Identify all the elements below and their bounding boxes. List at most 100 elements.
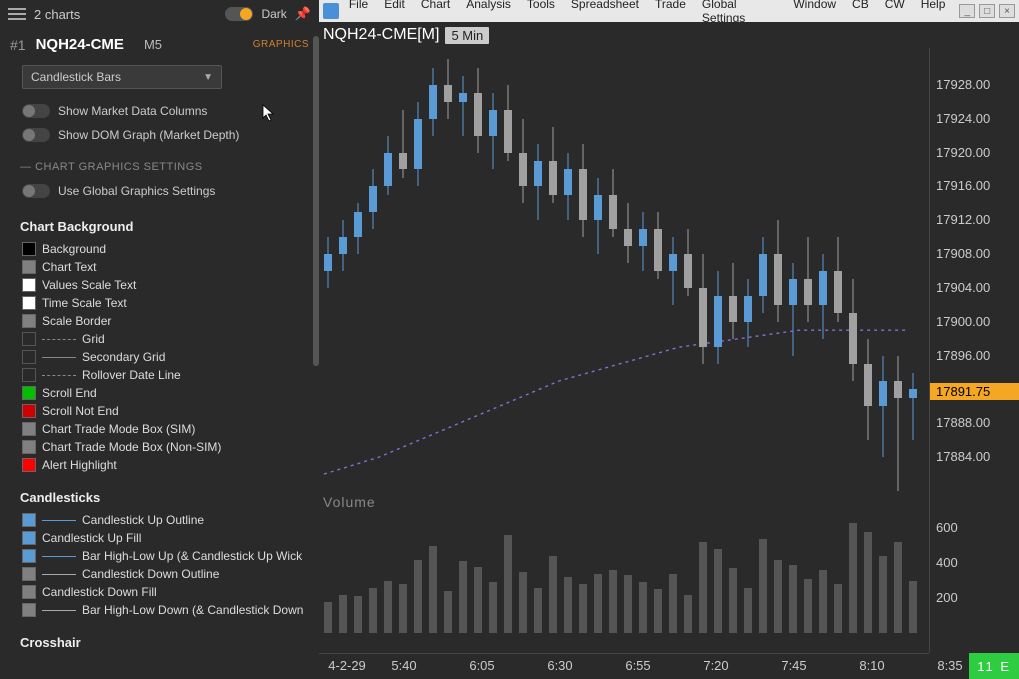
color-swatch[interactable] [22, 567, 36, 581]
volume-bar [369, 588, 377, 634]
volume-bar [534, 588, 542, 634]
color-setting-row[interactable]: Chart Trade Mode Box (SIM) [22, 420, 309, 438]
color-label: Scroll Not End [42, 404, 119, 418]
app-icon[interactable] [323, 3, 339, 19]
color-setting-row[interactable]: Bar High-Low Up (& Candlestick Up Wick [22, 547, 309, 565]
color-swatch[interactable] [22, 278, 36, 292]
color-swatch[interactable] [22, 386, 36, 400]
time-tick: 7:20 [703, 658, 728, 673]
color-setting-row[interactable]: Scale Border [22, 312, 309, 330]
color-label: Chart Text [42, 260, 96, 274]
color-swatch[interactable] [22, 368, 36, 382]
sidebar-body: Candlestick Bars ▼ Show Market Data Colu… [0, 61, 319, 666]
chart-symbol: NQH24-CME [36, 36, 124, 53]
color-setting-row[interactable]: Candlestick Up Fill [22, 529, 309, 547]
color-label: Grid [82, 332, 105, 346]
bar-type-select[interactable]: Candlestick Bars ▼ [22, 65, 222, 89]
volume-bar [864, 532, 872, 634]
volume-bar [579, 584, 587, 633]
volume-tick: 600 [936, 520, 958, 535]
color-setting-row[interactable]: Scroll Not End [22, 402, 309, 420]
color-setting-row[interactable]: Chart Trade Mode Box (Non-SIM) [22, 438, 309, 456]
price-tick: 17928.00 [936, 77, 990, 92]
graphics-tab[interactable]: GRAPHICS [253, 39, 309, 50]
menu-icon[interactable] [8, 8, 26, 20]
option-label: Show Market Data Columns [58, 104, 207, 118]
option-toggle[interactable] [22, 104, 50, 118]
color-setting-row[interactable]: Alert Highlight [22, 456, 309, 474]
chart-title-chip[interactable]: 5 Min [445, 27, 489, 44]
color-setting-row[interactable]: Rollover Date Line [22, 366, 309, 384]
volume-bar [609, 570, 617, 633]
color-setting-row[interactable]: Values Scale Text [22, 276, 309, 294]
color-setting-row[interactable]: Bar High-Low Down (& Candlestick Down [22, 601, 309, 619]
color-swatch[interactable] [22, 350, 36, 364]
color-swatch[interactable] [22, 422, 36, 436]
volume-bar [909, 581, 917, 634]
color-swatch[interactable] [22, 603, 36, 617]
section-chart-background: Chart Background [20, 219, 309, 234]
color-swatch[interactable] [22, 531, 36, 545]
line-sample[interactable] [42, 567, 76, 581]
color-setting-row[interactable]: Grid [22, 330, 309, 348]
color-swatch[interactable] [22, 513, 36, 527]
line-sample[interactable] [42, 368, 76, 382]
color-swatch[interactable] [22, 332, 36, 346]
price-tick: 17888.00 [936, 415, 990, 430]
color-setting-row[interactable]: Time Scale Text [22, 294, 309, 312]
color-swatch[interactable] [22, 549, 36, 563]
section-candlesticks: Candlesticks [20, 490, 309, 505]
color-label: Chart Trade Mode Box (Non-SIM) [42, 440, 221, 454]
line-sample[interactable] [42, 549, 76, 563]
line-sample[interactable] [42, 332, 76, 346]
color-setting-row[interactable]: Candlestick Down Fill [22, 583, 309, 601]
chart-area[interactable]: Volume [319, 48, 929, 653]
volume-bar [594, 574, 602, 634]
close-button[interactable]: × [999, 4, 1015, 18]
color-swatch[interactable] [22, 458, 36, 472]
color-setting-row[interactable]: Chart Text [22, 258, 309, 276]
volume-bar [849, 523, 857, 633]
maximize-button[interactable]: □ [979, 4, 995, 18]
color-setting-row[interactable]: Scroll End [22, 384, 309, 402]
color-setting-row[interactable]: Secondary Grid [22, 348, 309, 366]
color-label: Time Scale Text [42, 296, 127, 310]
color-setting-row[interactable]: Candlestick Up Outline [22, 511, 309, 529]
settings-sidebar: 2 charts Dark 📌 #1 NQH24-CME M5 GRAPHICS… [0, 0, 319, 679]
color-label: Candlestick Up Outline [82, 513, 204, 527]
volume-bar [444, 591, 452, 633]
volume-bar [474, 567, 482, 634]
color-swatch[interactable] [22, 585, 36, 599]
price-tick: 17920.00 [936, 145, 990, 160]
price-tick: 17900.00 [936, 314, 990, 329]
volume-bar [684, 595, 692, 634]
line-sample[interactable] [42, 513, 76, 527]
minimize-button[interactable]: _ [959, 4, 975, 18]
volume-bar [699, 542, 707, 633]
moving-average-line [319, 48, 929, 633]
time-tick: 5:40 [391, 658, 416, 673]
volume-bar [879, 556, 887, 633]
pin-icon[interactable]: 📌 [295, 6, 311, 22]
line-sample[interactable] [42, 350, 76, 364]
color-swatch[interactable] [22, 404, 36, 418]
dark-mode-toggle[interactable] [225, 7, 253, 21]
time-tick: 6:30 [547, 658, 572, 673]
color-label: Background [42, 242, 106, 256]
color-swatch[interactable] [22, 440, 36, 454]
color-swatch[interactable] [22, 260, 36, 274]
color-label: Chart Trade Mode Box (SIM) [42, 422, 195, 436]
option-toggle[interactable] [22, 128, 50, 142]
volume-bar [489, 582, 497, 633]
line-sample[interactable] [42, 603, 76, 617]
color-swatch[interactable] [22, 296, 36, 310]
volume-bar [339, 595, 347, 634]
time-axis[interactable]: 4-2-295:406:056:306:557:207:458:108:359:… [319, 653, 929, 679]
color-setting-row[interactable]: Background [22, 240, 309, 258]
color-swatch[interactable] [22, 242, 36, 256]
use-global-toggle[interactable] [22, 184, 50, 198]
color-swatch[interactable] [22, 314, 36, 328]
price-axis[interactable]: 17928.0017924.0017920.0017916.0017912.00… [929, 48, 1019, 653]
color-setting-row[interactable]: Candlestick Down Outline [22, 565, 309, 583]
color-label: Scale Border [42, 314, 111, 328]
